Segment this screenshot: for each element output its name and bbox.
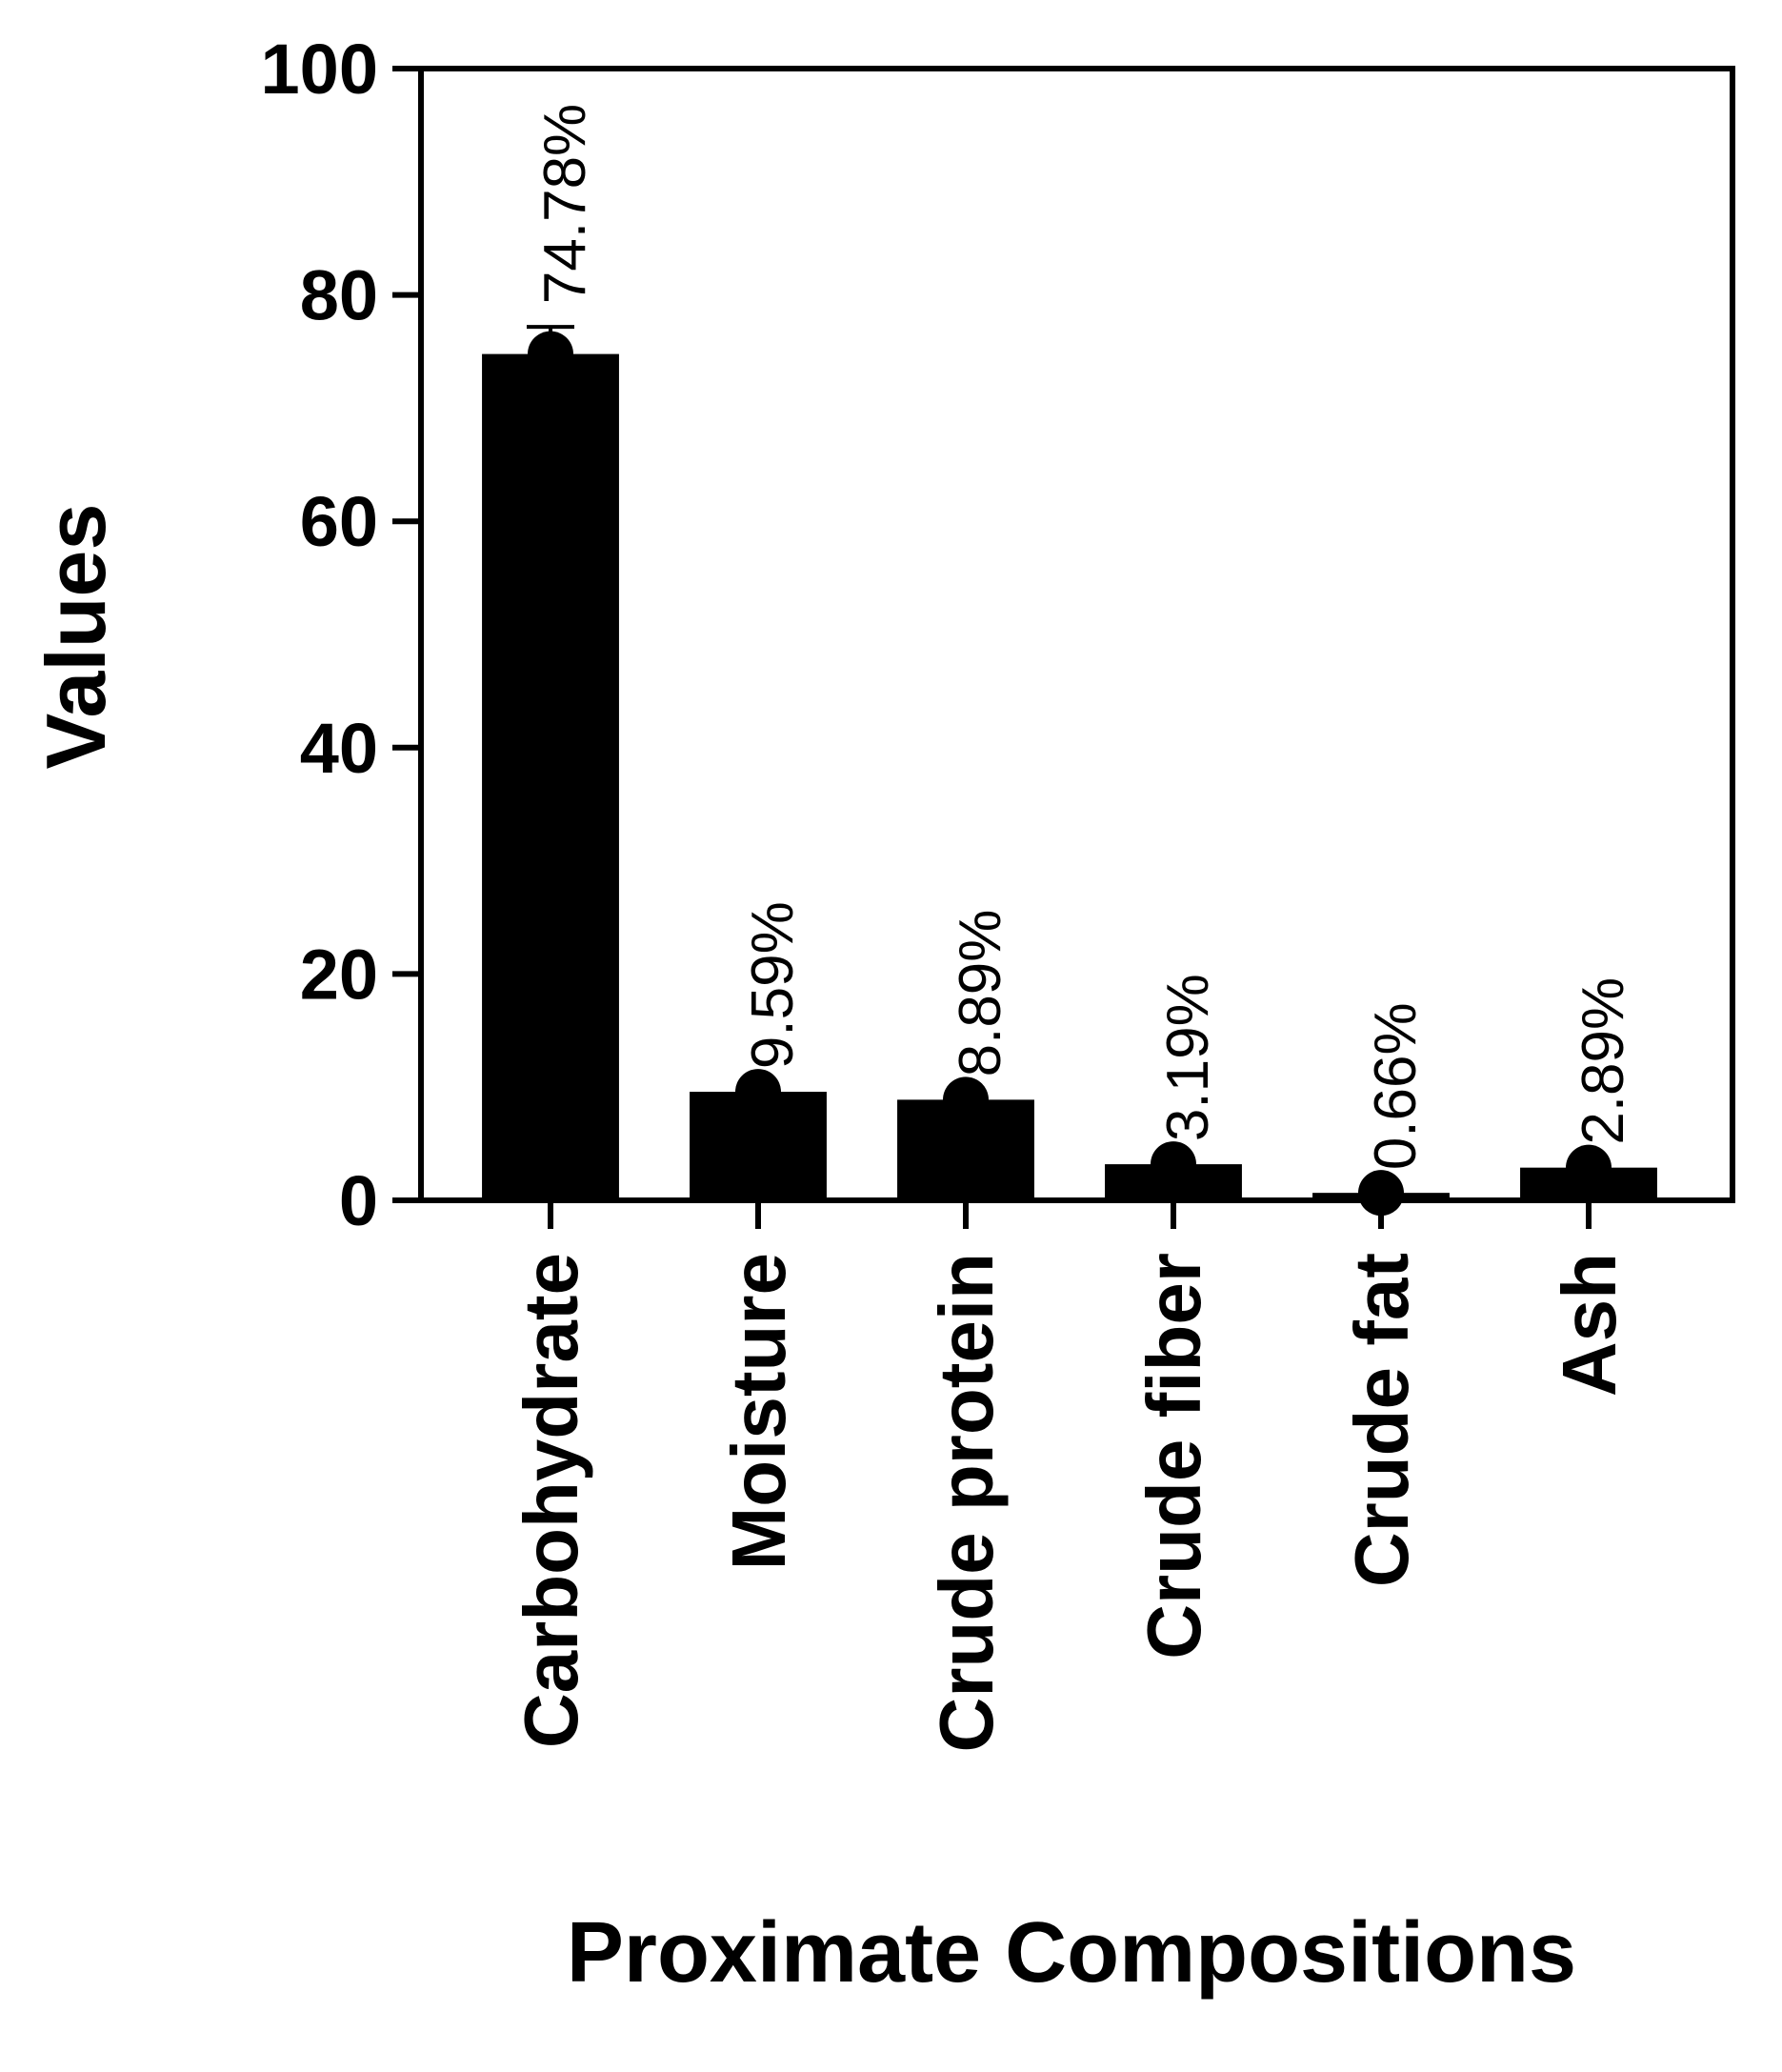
point-marker	[1566, 1144, 1612, 1191]
point-marker	[1151, 1141, 1196, 1188]
value-label: 3.19%	[1155, 974, 1221, 1141]
x-tick-label: Crude fiber	[1131, 1253, 1216, 1660]
y-tick-label: 20	[300, 935, 378, 1014]
bar	[482, 353, 619, 1200]
point-marker	[735, 1069, 781, 1116]
value-label: 9.59%	[740, 901, 806, 1069]
y-tick-label: 60	[300, 482, 378, 561]
plot-frame	[418, 66, 1735, 1203]
value-label: 2.89%	[1571, 977, 1636, 1145]
x-tick-label: Crude fat	[1339, 1253, 1424, 1587]
y-tick-label: 40	[300, 709, 378, 788]
x-tick-label: Moisture	[716, 1253, 801, 1570]
value-label: 8.89%	[948, 910, 1013, 1077]
value-label: 74.78%	[532, 104, 598, 304]
y-axis-title: Values	[29, 504, 123, 770]
x-axis-title: Proximate Compositions	[567, 1905, 1576, 2001]
y-tick-label: 100	[261, 30, 378, 109]
point-marker	[943, 1076, 989, 1123]
value-label: 0.66%	[1363, 1002, 1429, 1170]
x-tick-label: Carbohydrate	[509, 1253, 593, 1748]
point-marker	[1358, 1170, 1404, 1217]
point-marker	[528, 331, 573, 377]
x-tick-label: Ash	[1547, 1253, 1632, 1397]
x-tick-label: Crude protein	[924, 1253, 1009, 1752]
y-tick-label: 0	[339, 1161, 378, 1240]
y-tick-label: 80	[300, 256, 378, 335]
